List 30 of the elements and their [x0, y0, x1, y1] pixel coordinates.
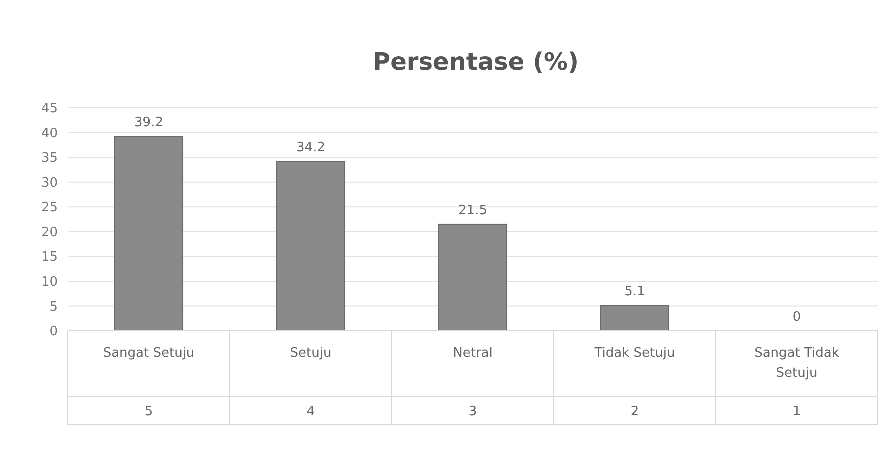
- x-tick-label: Sangat Tidak Setuju: [754, 346, 840, 381]
- y-tick-label: 30: [41, 176, 58, 191]
- y-tick-label: 20: [41, 225, 58, 240]
- y-tick-label: 5: [50, 300, 58, 315]
- y-tick-label: 15: [41, 250, 58, 266]
- data-label: 39.2: [134, 116, 164, 131]
- y-tick-label: 25: [41, 200, 58, 216]
- y-tick-label: 40: [41, 126, 58, 142]
- data-label: 34.2: [296, 140, 326, 156]
- bar: [114, 136, 184, 332]
- data-label: 21.5: [458, 203, 488, 218]
- x-tick-label: Sangat Setuju: [103, 346, 195, 361]
- x-tick-label: Netral: [453, 346, 493, 361]
- y-tick-label: 0: [50, 324, 58, 340]
- x-tick-label: Tidak Setuju: [594, 346, 676, 361]
- text: 1: [792, 404, 802, 420]
- y-tick-label: 35: [41, 151, 58, 166]
- bar: [438, 224, 508, 332]
- text: 5: [144, 404, 154, 420]
- y-tick-label: 10: [41, 274, 58, 290]
- x-tick-label: Setuju: [290, 346, 332, 361]
- text: 2: [630, 404, 640, 420]
- chart-title: Persentase (%): [373, 48, 579, 76]
- y-tick-label: 45: [41, 102, 58, 117]
- data-label: 0: [792, 310, 802, 325]
- text: 4: [306, 404, 316, 420]
- text: 3: [468, 404, 478, 420]
- data-label: 5.1: [624, 284, 646, 300]
- bar: [276, 161, 346, 332]
- bar: [600, 305, 670, 332]
